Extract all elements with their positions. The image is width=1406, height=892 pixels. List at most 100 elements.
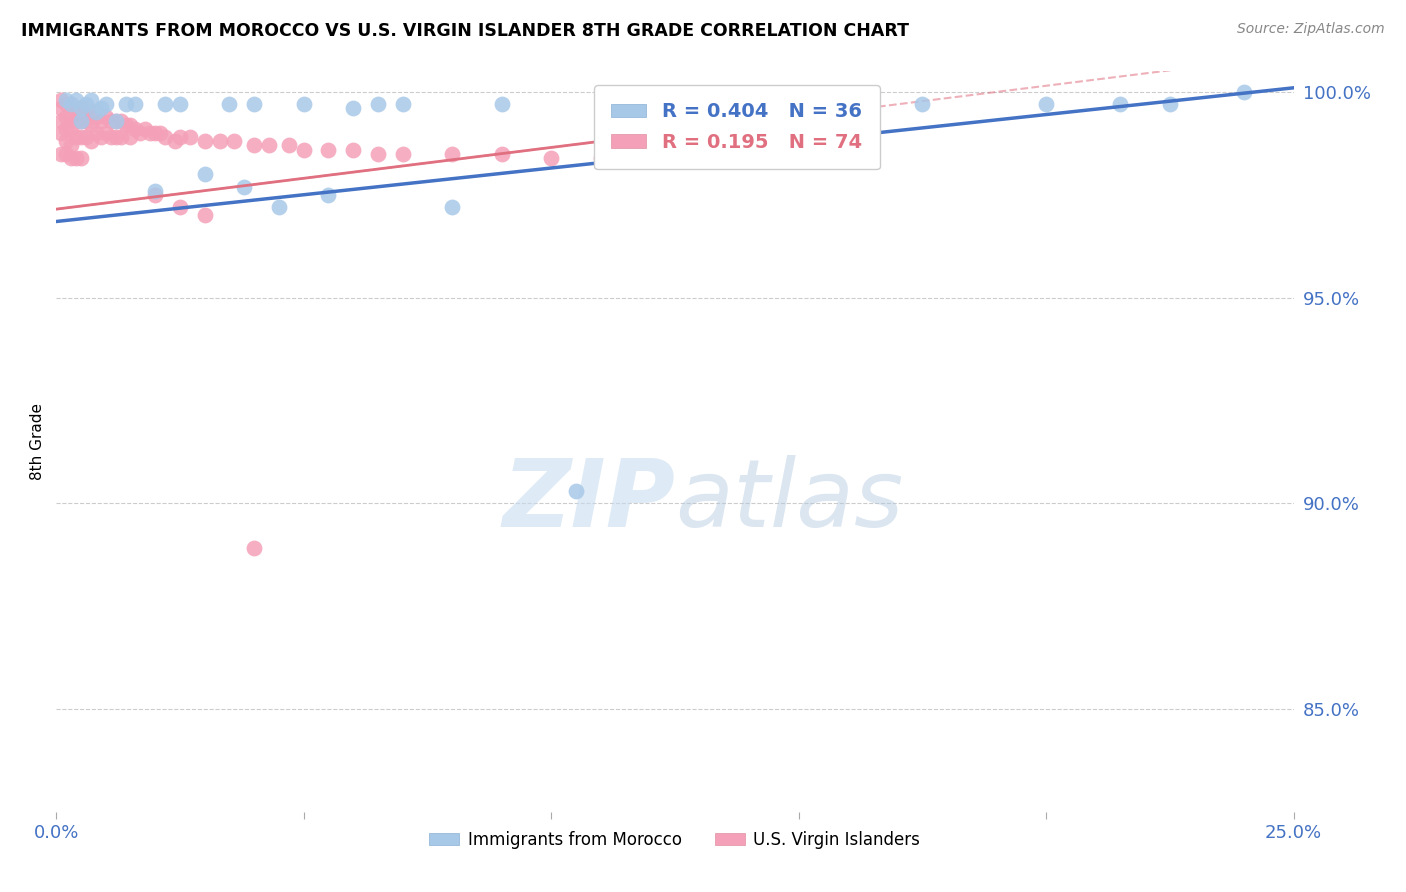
Point [104,113,127,128]
Point [163,134,186,148]
Point [1035,97,1057,112]
Point [65,93,87,107]
Point [257,138,280,153]
Point [104,130,127,145]
Point [51,113,73,128]
Point [318,143,340,157]
Point [120,118,142,132]
Point [179,130,201,145]
Point [194,134,217,148]
Point [367,146,389,161]
Point [90,130,112,145]
Point [120,130,142,145]
Point [208,134,231,148]
Point [441,200,464,214]
Point [342,101,364,115]
Point [55,93,77,107]
Point [104,113,127,128]
Point [491,97,513,112]
Point [342,143,364,157]
Point [224,134,246,148]
Point [318,187,340,202]
Point [60,151,83,165]
Point [441,146,464,161]
Point [565,483,588,498]
Point [70,113,93,128]
Point [243,541,266,556]
Point [75,130,97,145]
Point [55,134,77,148]
Point [169,130,191,145]
Point [153,130,176,145]
Point [65,130,87,145]
Point [114,97,136,112]
Point [75,101,97,115]
Point [277,138,299,153]
Point [787,97,810,112]
Point [218,97,240,112]
Point [114,118,136,132]
Point [491,146,513,161]
Point [60,110,83,124]
Point [367,97,389,112]
Point [292,143,315,157]
Point [589,151,612,165]
Point [143,187,166,202]
Point [51,126,73,140]
Point [243,138,266,153]
Point [60,122,83,136]
Point [60,138,83,153]
Point [84,110,107,124]
Point [51,101,73,115]
Point [70,101,93,115]
Point [134,122,156,136]
Point [153,97,176,112]
Point [638,151,661,165]
Point [143,126,166,140]
Point [60,97,83,112]
Text: ZIP: ZIP [502,455,675,547]
Point [139,126,162,140]
Point [194,167,217,181]
Point [94,110,117,124]
Point [169,97,191,112]
Point [124,97,146,112]
Point [80,134,103,148]
Y-axis label: 8th Grade: 8th Grade [30,403,45,480]
Point [911,97,934,112]
Point [70,113,93,128]
Point [60,97,83,112]
Point [75,97,97,112]
Point [65,151,87,165]
Point [233,179,256,194]
Point [100,130,122,145]
Point [65,101,87,115]
Point [100,113,122,128]
Point [194,208,217,222]
Point [94,97,117,112]
Point [110,113,132,128]
Point [124,122,146,136]
Point [391,97,413,112]
Point [75,113,97,128]
Point [143,184,166,198]
Point [391,146,413,161]
Text: IMMIGRANTS FROM MOROCCO VS U.S. VIRGIN ISLANDER 8TH GRADE CORRELATION CHART: IMMIGRANTS FROM MOROCCO VS U.S. VIRGIN I… [21,22,910,40]
Point [80,105,103,120]
Point [70,101,93,115]
Point [55,97,77,112]
Point [149,126,172,140]
Point [80,93,103,107]
Legend: Immigrants from Morocco, U.S. Virgin Islanders: Immigrants from Morocco, U.S. Virgin Isl… [423,824,927,855]
Text: Source: ZipAtlas.com: Source: ZipAtlas.com [1237,22,1385,37]
Point [55,146,77,161]
Point [267,200,290,214]
Point [65,113,87,128]
Text: atlas: atlas [675,455,903,546]
Point [70,130,93,145]
Point [94,126,117,140]
Point [169,200,191,214]
Point [1233,85,1256,99]
Point [292,97,315,112]
Point [55,110,77,124]
